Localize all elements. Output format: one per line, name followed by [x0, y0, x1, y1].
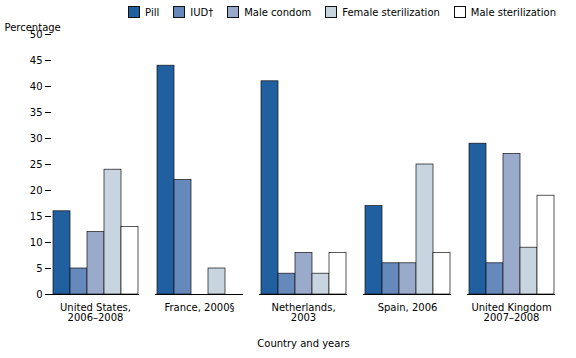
svg-text:France, 2000§: France, 2000§: [164, 302, 234, 313]
svg-text:10: 10: [30, 237, 43, 248]
svg-text:25: 25: [30, 159, 43, 170]
html-text:Pill: Pill: [145, 6, 160, 18]
html-text:Female sterilization: Female sterilization: [342, 6, 440, 18]
html-text:IUD†: IUD†: [190, 6, 214, 18]
svg-text:Spain, 2006: Spain, 2006: [378, 302, 438, 313]
svg-text:45: 45: [30, 55, 43, 66]
html-text:Male sterilization: Male sterilization: [470, 6, 556, 18]
svg-text:30: 30: [30, 133, 43, 144]
svg-text:Netherlands,2003: Netherlands,2003: [271, 302, 335, 323]
svg-text:Percentage: Percentage: [5, 22, 61, 33]
svg-text:United Kingdom2007–2008: United Kingdom2007–2008: [471, 302, 551, 323]
svg-text:15: 15: [30, 211, 43, 222]
svg-text:50: 50: [29, 28, 43, 40]
svg-text:0: 0: [36, 289, 42, 300]
svg-text:5: 5: [36, 263, 42, 274]
html-text:Male condom: Male condom: [244, 6, 312, 18]
svg-text:40: 40: [30, 81, 43, 92]
svg-text:United States,2006–2008: United States,2006–2008: [60, 302, 131, 323]
svg-text:20: 20: [30, 185, 43, 196]
svg-text:Country and years: Country and years: [257, 338, 349, 349]
svg-text:35: 35: [30, 107, 43, 118]
